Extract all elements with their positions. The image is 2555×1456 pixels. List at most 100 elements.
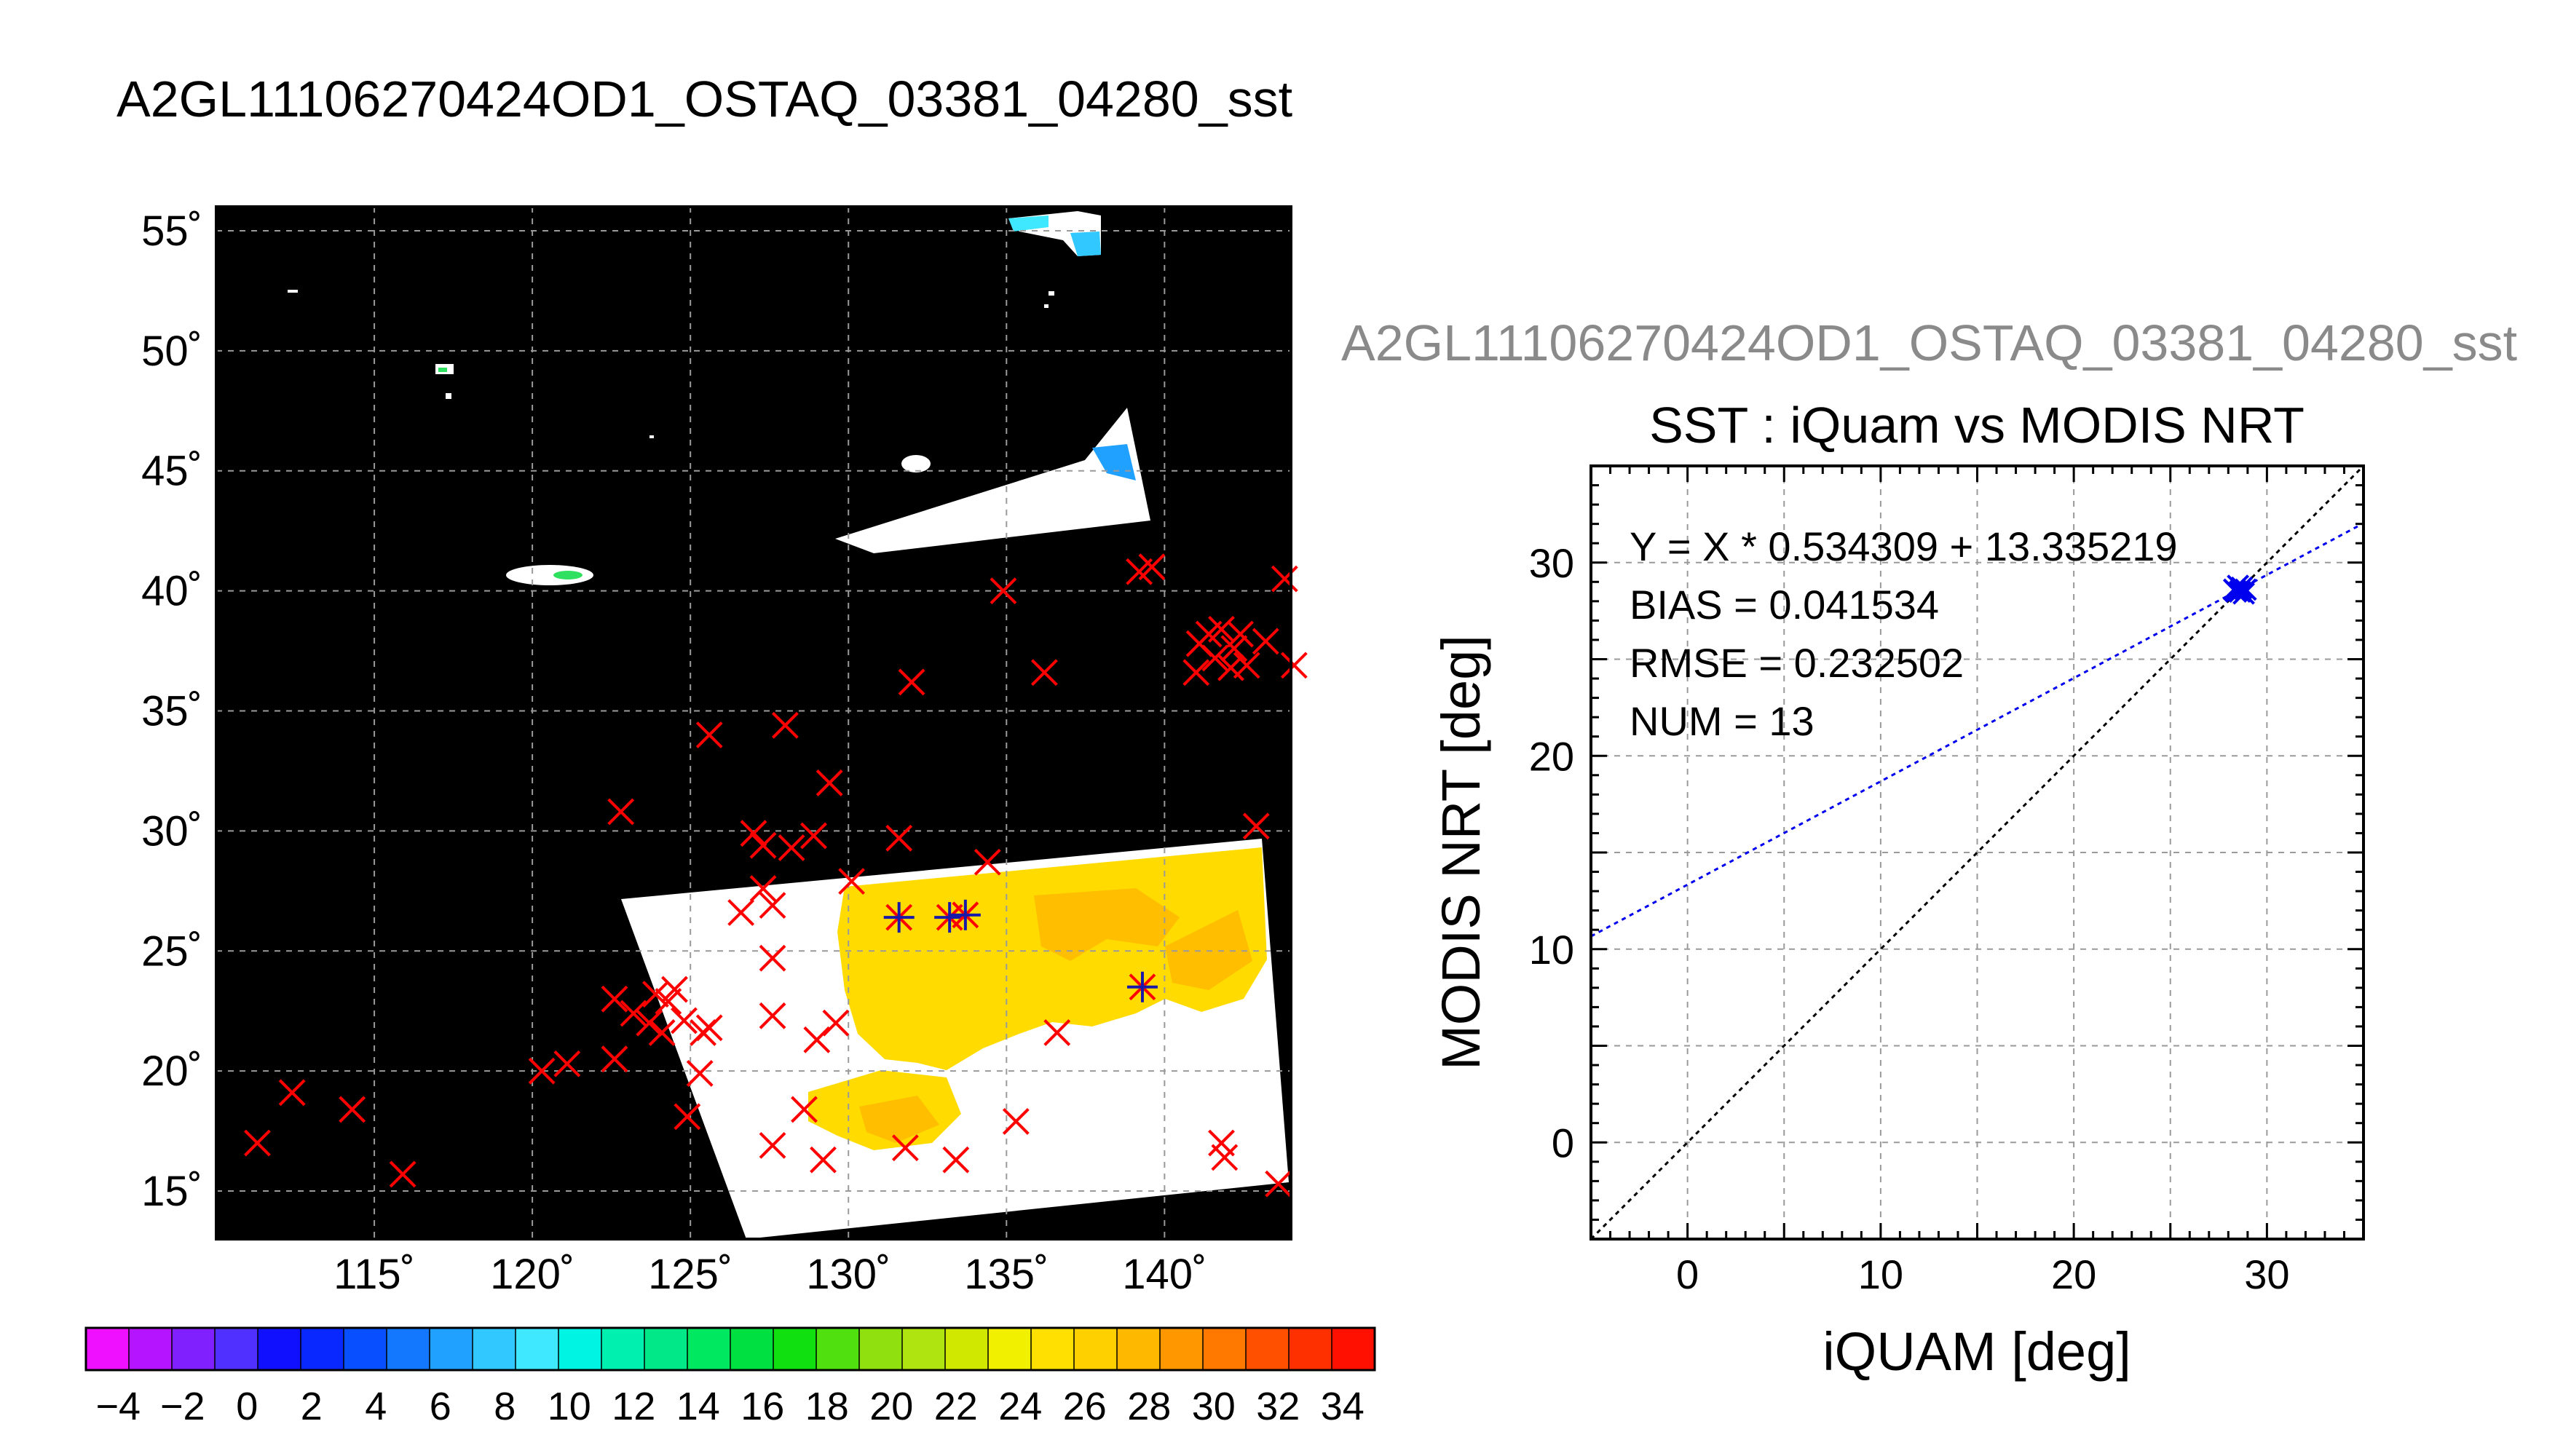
colorbar-cell	[816, 1328, 860, 1370]
scatter-markers	[2222, 574, 2257, 605]
colorbar-cell	[387, 1328, 430, 1370]
colorbar-labels: −4 −2 0 2 4 6 8 10 12 14 16 18 20 22 24 26 28 30 32 34	[95, 1385, 1364, 1428]
map-x-marker	[695, 1014, 723, 1042]
map-title: A2GL11106270424OD1_OSTAQ_03381_04280_sst	[117, 71, 1292, 127]
map-x-marker	[800, 822, 827, 850]
map-x-marker	[1182, 659, 1210, 687]
colorbar-tick-label: 18	[805, 1385, 849, 1428]
colorbar-tick-label: 2	[301, 1385, 323, 1428]
map-x-marker	[1271, 565, 1298, 593]
map-x-marker	[1252, 628, 1279, 655]
colorbar-cell	[988, 1328, 1032, 1370]
colorbar-tick-label: 14	[676, 1385, 720, 1428]
map-x-marker	[1138, 553, 1166, 581]
sst-warmer-south	[859, 1096, 939, 1143]
ice-top-blue	[1070, 232, 1101, 256]
map-x-marker	[528, 1057, 556, 1085]
map-x-marker	[974, 848, 1001, 876]
map-x-marker	[1242, 812, 1270, 840]
map-x-tick-label: 135˚	[964, 1251, 1049, 1298]
scatter-x-tick-label: 20	[2051, 1251, 2096, 1297]
map-y-tick-label: 35˚	[141, 688, 202, 735]
map-x-marker	[1002, 1107, 1030, 1135]
colorbar-tick-label: 24	[998, 1385, 1042, 1428]
map-x-marker	[1265, 1170, 1292, 1198]
sst-warm-region	[837, 847, 1267, 1070]
map-y-tick-label: 45˚	[141, 448, 202, 495]
map-x-marker	[898, 668, 925, 696]
scatter-y-tick-label: 30	[1529, 540, 1574, 586]
map-x-marker	[749, 831, 777, 859]
scatter-x-tick-label: 0	[1676, 1251, 1699, 1297]
scatter-point	[2234, 578, 2257, 601]
scatter-ticks: 0 10 20 30 0 10 20 30	[1529, 464, 2365, 1297]
map-x-marker	[636, 1009, 663, 1037]
colorbar-cell	[601, 1328, 645, 1370]
colorbar-cell	[516, 1328, 559, 1370]
colorbar-cell	[1074, 1328, 1118, 1370]
map-panel: 115˚ 120˚ 125˚ 130˚ 135˚ 140˚ 15˚ 20˚ 25˚ 30˚ 35˚ 4…	[141, 205, 1308, 1298]
map-asterisk-marker	[1126, 971, 1158, 1002]
scatter-y-tick-label: 10	[1529, 927, 1574, 973]
map-x-marker	[695, 721, 723, 748]
colorbar-cell	[773, 1328, 817, 1370]
map-x-marker	[601, 985, 628, 1013]
map-x-marker	[1208, 615, 1235, 643]
y-axis-label: MODIS NRT [deg]	[1431, 635, 1491, 1070]
map-y-tick-label: 55˚	[141, 207, 202, 255]
scatter-y-tick-label: 20	[1529, 733, 1574, 779]
colorbar-cell	[945, 1328, 989, 1370]
colorbar-cell	[129, 1328, 173, 1370]
map-x-marker	[727, 899, 755, 926]
map-x-marker	[990, 577, 1017, 605]
colorbar-tick-label: 32	[1256, 1385, 1300, 1428]
colorbar-tick-label: 30	[1192, 1385, 1236, 1428]
colorbar-cell	[344, 1328, 387, 1370]
colorbar-cell	[644, 1328, 688, 1370]
sst-warmer-patch-1	[1034, 888, 1180, 961]
swath-north	[835, 408, 1150, 553]
map-x-marker	[759, 1131, 786, 1159]
colorbar-cell	[215, 1328, 258, 1370]
map-y-tick-label: 30˚	[141, 807, 202, 855]
map-x-marker	[885, 824, 913, 852]
map-x-marker	[389, 1160, 416, 1188]
map-asterisk-marker	[934, 902, 965, 933]
map-gridlines	[216, 207, 1291, 1239]
map-asterisk-marker	[883, 902, 915, 933]
speck-7	[288, 290, 298, 293]
speck-3	[446, 393, 451, 399]
colorbar-cells	[86, 1328, 1375, 1370]
map-x-marker	[838, 868, 865, 895]
map-y-tick-label: 50˚	[141, 328, 202, 375]
sst-warmer-patch-2	[1165, 910, 1252, 990]
ice-top-cyan	[1008, 215, 1049, 232]
map-x-tick-label: 115˚	[333, 1251, 415, 1298]
colorbar-tick-label: 22	[934, 1385, 978, 1428]
map-x-marker	[278, 1079, 306, 1107]
map-x-marker	[1211, 1144, 1239, 1171]
map-x-marker	[740, 820, 767, 847]
scatter-x-tick-label: 10	[1858, 1251, 1903, 1297]
colorbar-tick-label: 20	[869, 1385, 913, 1428]
map-x-tick-label: 120˚	[490, 1251, 574, 1298]
colorbar-cell	[430, 1328, 473, 1370]
map-x-marker	[620, 1000, 647, 1027]
map-x-marker	[822, 1009, 850, 1037]
colorbar-tick-label: 26	[1063, 1385, 1107, 1428]
colorbar-tick-label: 16	[741, 1385, 784, 1428]
map-x-marker	[661, 976, 688, 1003]
colorbar-cell	[687, 1328, 731, 1370]
colorbar-tick-label: −2	[160, 1385, 205, 1428]
map-x-marker	[671, 1007, 698, 1034]
map-x-marker	[648, 1018, 676, 1046]
colorbar-cell	[859, 1328, 903, 1370]
map-x-marker	[244, 1129, 271, 1157]
map-x-tick-label: 130˚	[806, 1251, 891, 1298]
scatter-y-tick-label: 0	[1552, 1120, 1574, 1166]
speck-5	[1044, 304, 1049, 308]
bias-value: BIAS = 0.041534	[1630, 582, 1939, 628]
map-x-marker	[642, 981, 669, 1008]
colorbar-tick-label: 34	[1321, 1385, 1365, 1428]
map-x-marker	[891, 1134, 919, 1162]
